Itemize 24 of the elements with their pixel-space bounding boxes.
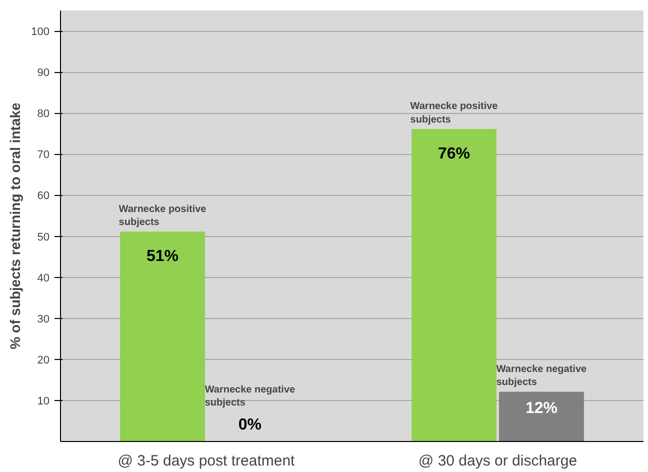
text: Warnecke positive subjects xyxy=(118,204,206,228)
y-tick-label: 70 xyxy=(37,149,50,162)
series-label: Warnecke negative subjects xyxy=(496,364,588,388)
data-label: 51% xyxy=(146,248,179,265)
y-tick-label: 10 xyxy=(37,395,50,408)
y-tick-label: 90 xyxy=(37,67,50,80)
y-tick-label: 30 xyxy=(37,313,50,326)
bar xyxy=(412,129,496,442)
y-axis-title: % of subjects returning to oral intake xyxy=(7,102,24,350)
y-tick-label: 60 xyxy=(37,190,50,202)
series-label: Warnecke positive subjects xyxy=(410,101,498,126)
x-tick-label: @ 3-5 days post treatment xyxy=(118,452,296,470)
text: Warnecke negative subjects xyxy=(204,384,296,409)
x-tick-label: @ 30 days or discharge xyxy=(418,452,578,470)
y-tick-label: 50 xyxy=(37,231,50,244)
y-tick-label: 80 xyxy=(37,108,50,120)
y-tick-label: 40 xyxy=(37,272,50,284)
y-tick-label: 20 xyxy=(37,354,50,366)
y-tick-label: 100 xyxy=(31,26,50,38)
data-label: 76% xyxy=(438,145,470,162)
bar xyxy=(499,392,584,442)
data-label: 12% xyxy=(525,400,558,417)
bar xyxy=(120,232,205,442)
data-label: 0% xyxy=(238,416,262,434)
